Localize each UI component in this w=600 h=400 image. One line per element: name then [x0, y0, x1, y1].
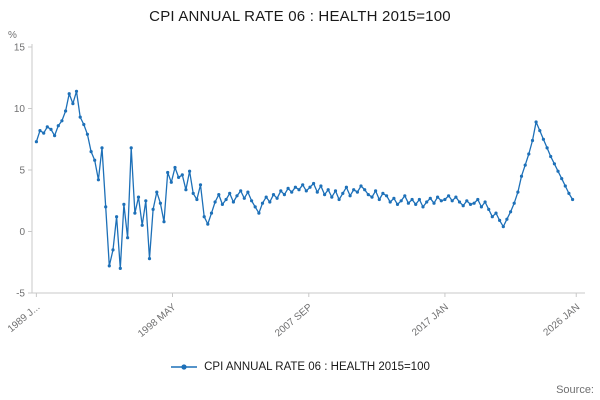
y-tick-label: 15	[14, 43, 26, 54]
y-tick-label: 10	[14, 104, 26, 115]
y-axis-unit-label: %	[8, 30, 17, 41]
legend-marker	[171, 364, 198, 370]
chart-svg: 15 10 5 0 -5 1989 J... 1998 MAY 2007 SEP 2017 JA…	[6, 43, 585, 340]
legend-label: CPI ANNUAL RATE 06 : HEALTH 2015=100	[204, 361, 430, 373]
source-label: Source:	[556, 384, 594, 396]
axes	[31, 44, 585, 294]
y-axis-ticks: 15 10 5 0 -5	[14, 43, 32, 300]
chart-title: CPI ANNUAL RATE 06 : HEALTH 2015=100	[149, 8, 451, 25]
y-tick-label: -5	[16, 289, 25, 300]
x-axis-ticks: 1989 J... 1998 MAY 2007 SEP 2017 JAN 2026 JA…	[6, 293, 582, 340]
series-line	[34, 89, 575, 270]
y-tick-label: 0	[19, 227, 25, 238]
x-tick-label: 1989 J...	[6, 302, 42, 335]
x-tick-label: 2017 JAN	[410, 302, 451, 339]
x-tick-label: 1998 MAY	[136, 302, 179, 340]
legend-item[interactable]: CPI ANNUAL RATE 06 : HEALTH 2015=100	[0, 361, 600, 373]
x-tick-label: 2007 SEP	[273, 302, 315, 340]
y-tick-label: 5	[19, 166, 25, 177]
x-tick-label: 2026 JAN	[541, 302, 582, 339]
